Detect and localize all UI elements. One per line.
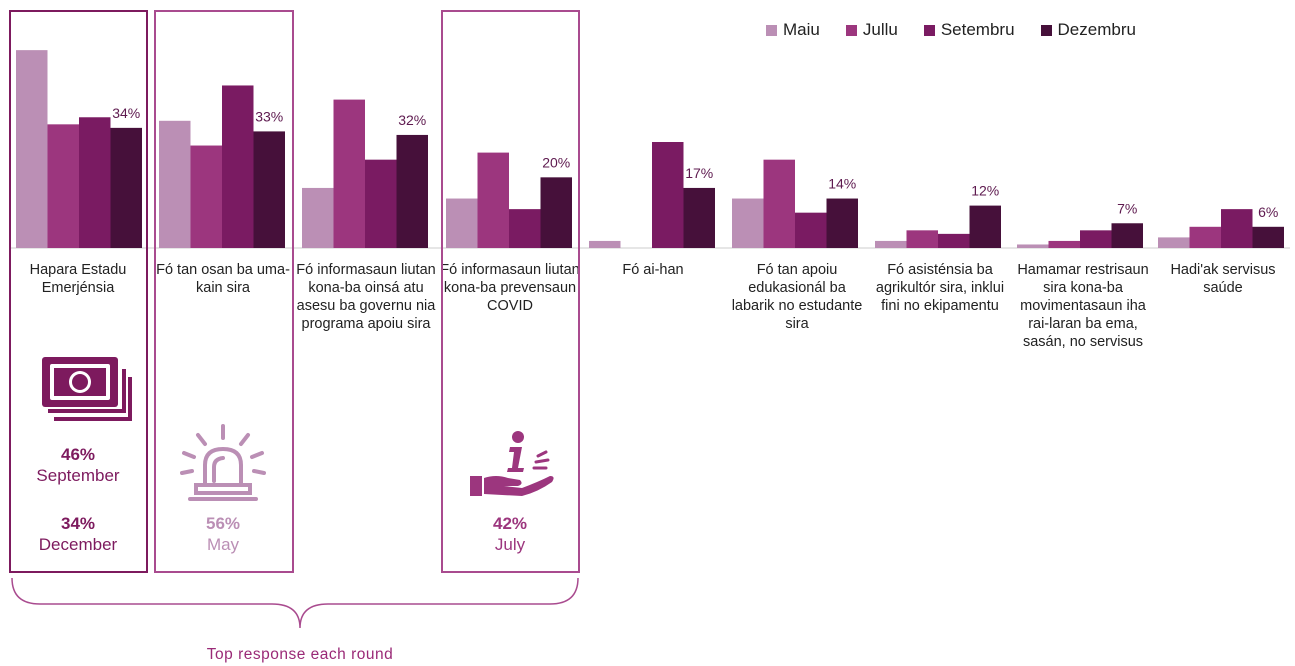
category-label: Fó ai-han bbox=[622, 262, 684, 278]
legend-swatch-dezembru bbox=[1040, 24, 1052, 36]
legend-item-maiu: Maiu bbox=[766, 20, 820, 40]
bar-setembru bbox=[509, 209, 541, 248]
stat-emergency-december: 34% December bbox=[8, 513, 148, 555]
legend-swatch-setembru bbox=[923, 24, 935, 36]
bar-maiu bbox=[16, 50, 48, 249]
bar-dezembru bbox=[683, 187, 715, 248]
bar-setembru bbox=[652, 142, 684, 248]
legend-label-maiu: Maiu bbox=[783, 20, 820, 39]
bar-maiu bbox=[875, 240, 907, 248]
data-label: 20% bbox=[542, 154, 570, 170]
bar-jullu bbox=[333, 99, 365, 248]
category-label: Fó informasaun liutan kona-ba oinsá atu … bbox=[296, 262, 436, 332]
data-label: 34% bbox=[112, 105, 140, 121]
bar-maiu bbox=[446, 198, 478, 248]
bar-maiu bbox=[589, 240, 621, 248]
bar-maiu bbox=[1017, 244, 1049, 248]
data-label: 12% bbox=[971, 183, 999, 199]
highlight-box-emergency bbox=[9, 10, 148, 573]
bar-dezembru bbox=[969, 205, 1001, 248]
data-label: 32% bbox=[398, 112, 426, 128]
bar-setembru bbox=[1080, 230, 1112, 248]
bar-maiu bbox=[732, 198, 764, 248]
bar-maiu bbox=[1158, 237, 1190, 248]
bar-jullu bbox=[190, 145, 222, 248]
bar-dezembru bbox=[1111, 223, 1143, 248]
bar-dezembru bbox=[253, 131, 285, 248]
category-label: Fó tan apoiu edukasionál ba labarik no e… bbox=[731, 262, 863, 332]
bar-dezembru bbox=[396, 134, 428, 248]
bar-jullu bbox=[906, 230, 938, 248]
legend-swatch-jullu bbox=[845, 24, 857, 36]
bar-jullu bbox=[1048, 240, 1080, 248]
stat-percent: 56% bbox=[205, 514, 241, 533]
bar-dezembru bbox=[826, 198, 858, 248]
category-label: Hapara Estadu Emerjénsia bbox=[29, 262, 127, 296]
category-label: Hamamar restrisaun sira kona-ba moviment… bbox=[1017, 262, 1149, 350]
legend-swatch-maiu bbox=[766, 24, 777, 36]
money-icon bbox=[42, 357, 132, 421]
legend-item-dezembru: Dezembru bbox=[1040, 20, 1136, 40]
legend-label-setembru: Setembru bbox=[940, 20, 1015, 39]
chart-caption: Top response each round bbox=[206, 646, 394, 663]
stat-percent: 34% bbox=[60, 514, 96, 533]
data-label: 17% bbox=[685, 165, 713, 181]
bar-jullu bbox=[1189, 226, 1221, 248]
bar-dezembru bbox=[1252, 226, 1284, 248]
bar-jullu bbox=[477, 152, 509, 248]
data-label: 6% bbox=[1258, 204, 1278, 220]
data-label: 14% bbox=[828, 176, 856, 192]
category-label: Fó informasaun liutan kona-ba prevensaun… bbox=[440, 262, 580, 314]
stat-covid-info-july: 42% July bbox=[440, 513, 580, 555]
category-label: Fó asisténsia ba agrikultór sira, inklui… bbox=[875, 262, 1005, 314]
data-label: 33% bbox=[255, 108, 283, 124]
category-label: Hadi'ak servisus saúde bbox=[1170, 262, 1276, 296]
bar-dezembru bbox=[110, 127, 142, 248]
legend-label-dezembru: Dezembru bbox=[1057, 20, 1136, 39]
alarm-siren-icon bbox=[180, 424, 266, 501]
bar-setembru bbox=[222, 85, 254, 248]
bar-setembru bbox=[795, 212, 827, 248]
bar-setembru bbox=[1221, 209, 1253, 248]
legend-label-jullu: Jullu bbox=[862, 20, 898, 39]
stat-masks-may: 56% May bbox=[153, 513, 293, 555]
bar-jullu bbox=[763, 159, 795, 248]
highlight-box-masks bbox=[154, 10, 294, 573]
bar-setembru bbox=[365, 159, 397, 248]
legend-item-jullu: Jullu bbox=[845, 20, 898, 40]
bar-setembru bbox=[79, 117, 111, 249]
stat-percent: 42% bbox=[492, 514, 528, 533]
stat-month: September bbox=[36, 466, 120, 485]
stat-month: July bbox=[494, 535, 526, 554]
stat-month: December bbox=[38, 535, 118, 554]
information-hand-icon bbox=[470, 431, 554, 496]
highlight-box-covid-info bbox=[441, 10, 580, 573]
bar-maiu bbox=[159, 120, 191, 248]
bar-setembru bbox=[938, 233, 970, 248]
stat-emergency-september: 46% September bbox=[8, 444, 148, 486]
stat-percent: 46% bbox=[60, 445, 96, 464]
bar-jullu bbox=[47, 124, 79, 248]
stat-month: May bbox=[206, 535, 240, 554]
data-label: 7% bbox=[1117, 200, 1137, 216]
category-label: Fó tan osan ba uma-kain sira bbox=[156, 262, 290, 296]
legend-item-setembru: Setembru bbox=[923, 20, 1015, 40]
legend: Maiu Jullu Setembru Dezembru bbox=[766, 20, 1136, 40]
bar-dezembru bbox=[540, 177, 572, 248]
brace-bracket bbox=[11, 577, 579, 629]
bar-maiu bbox=[302, 187, 334, 248]
